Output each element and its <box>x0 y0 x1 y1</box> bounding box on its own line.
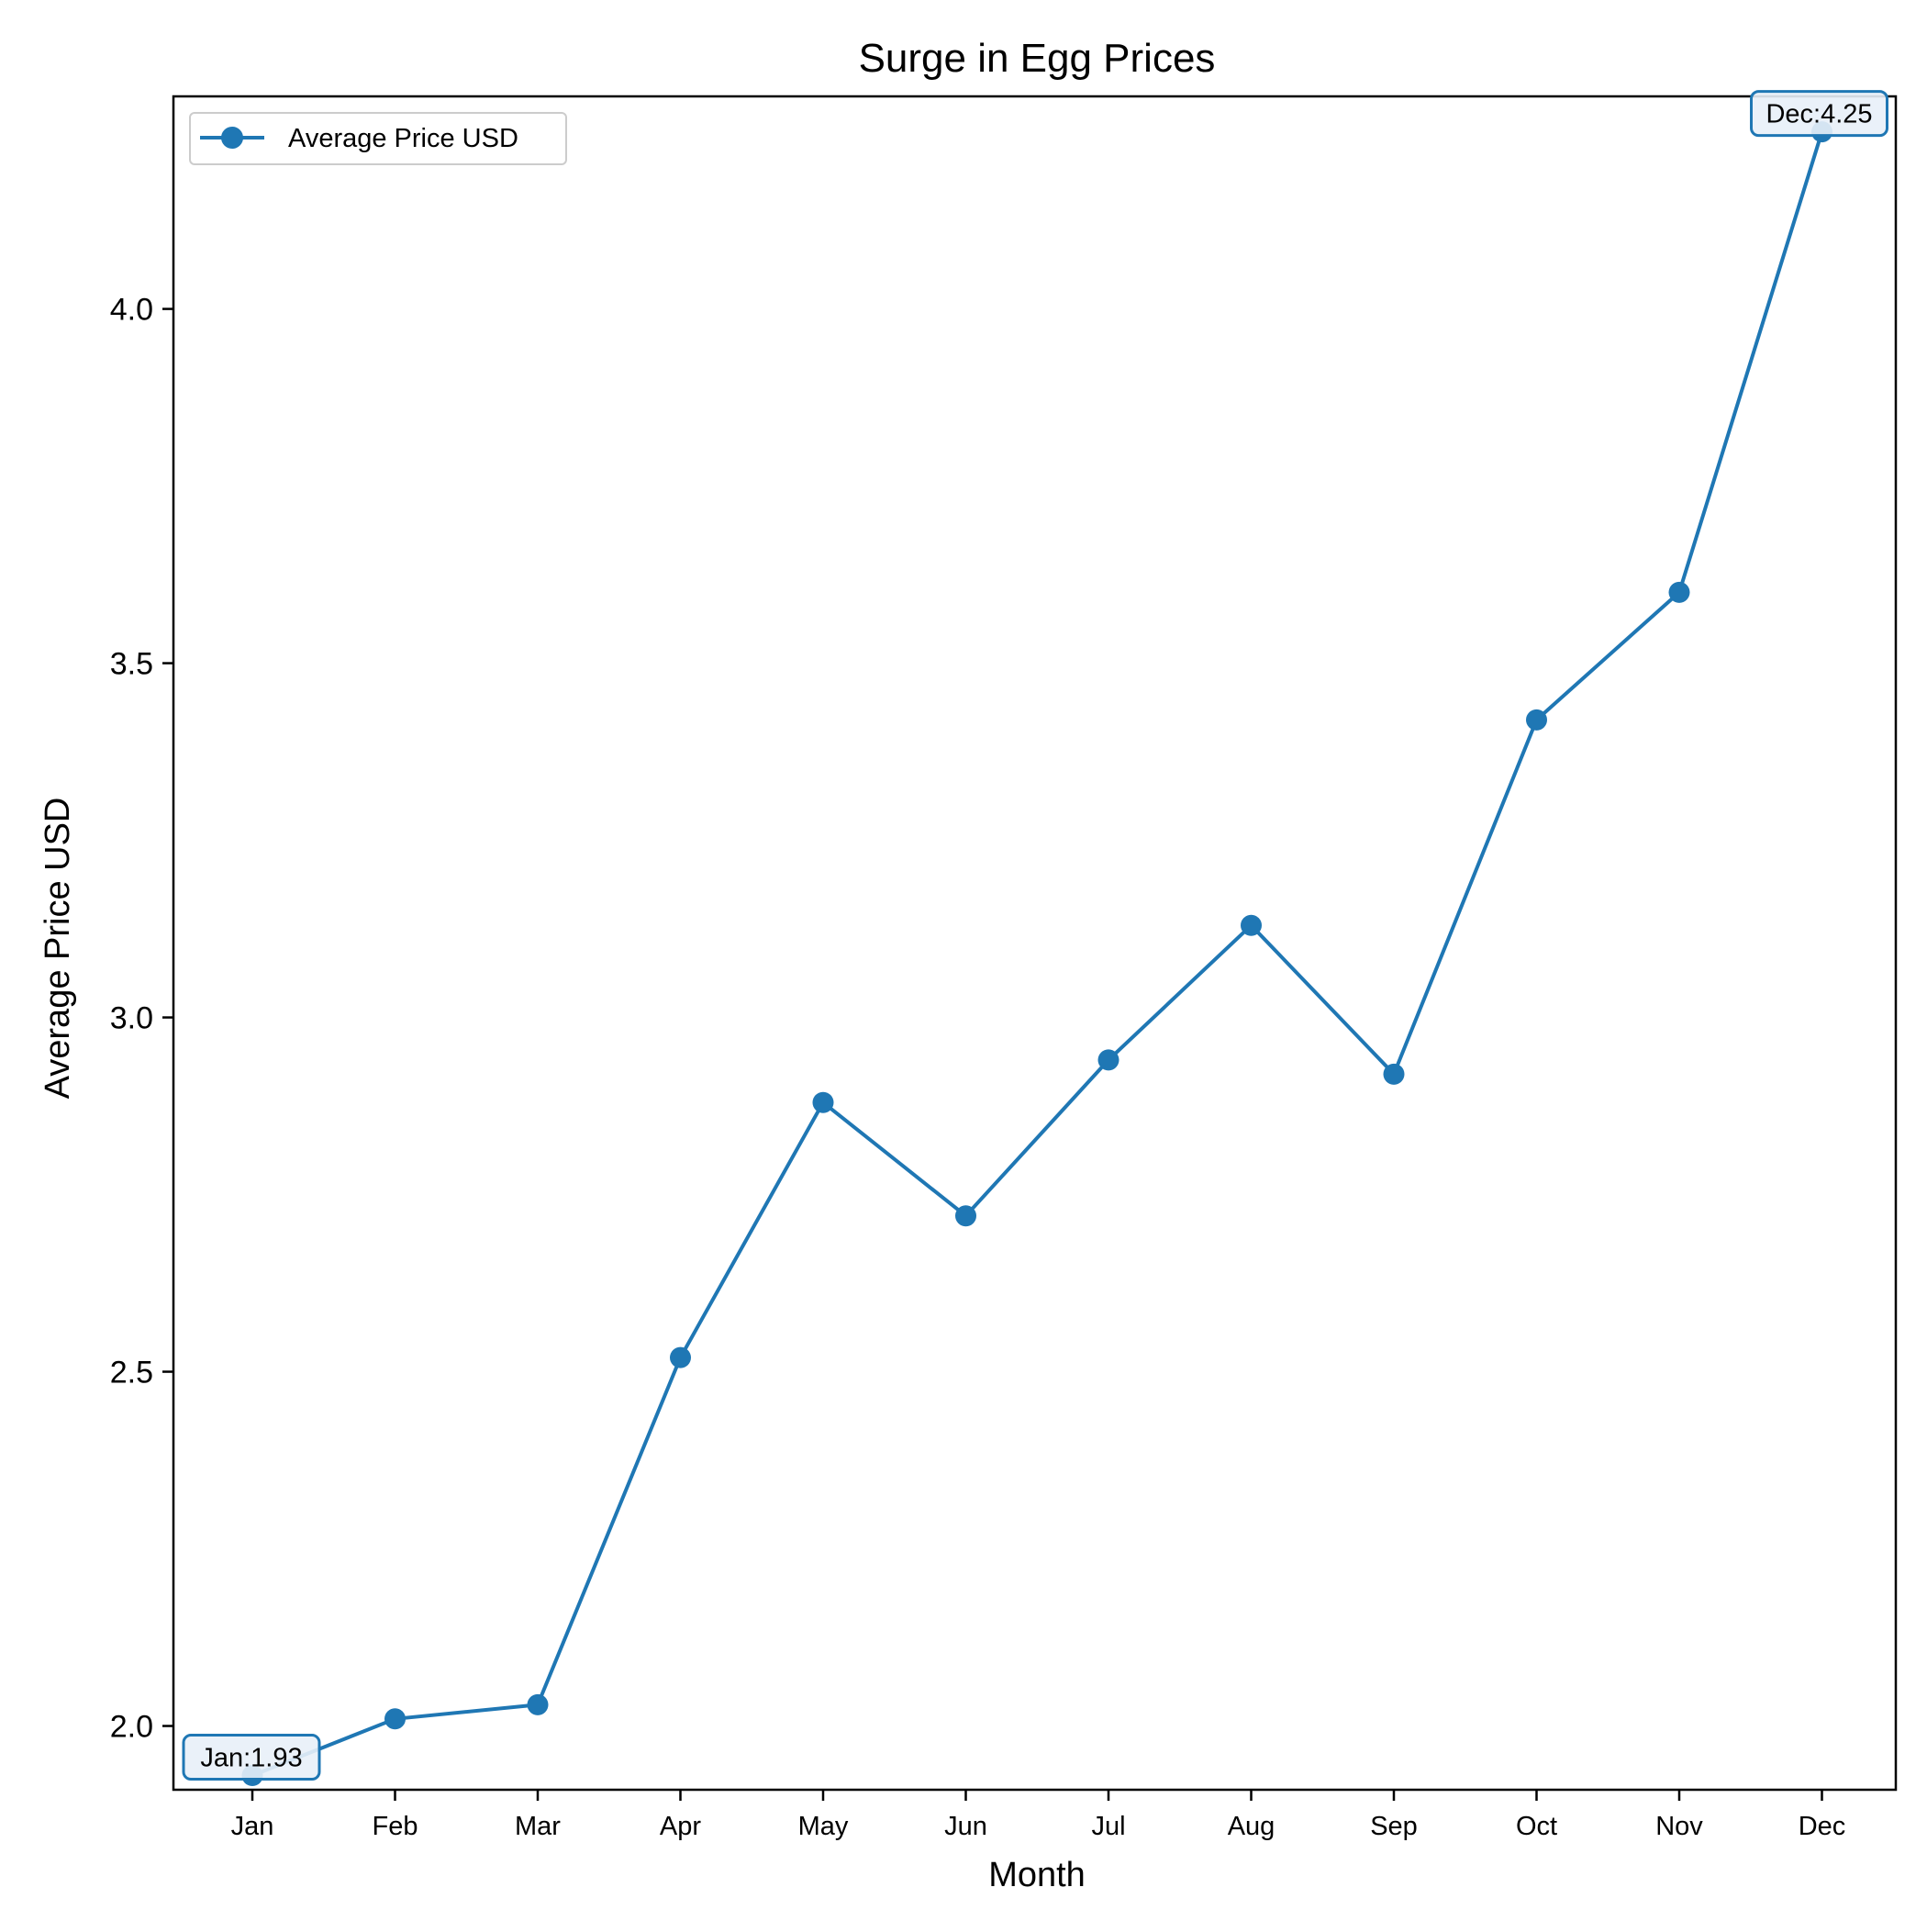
x-tick-label: Mar <box>515 1812 561 1841</box>
annotation-box <box>1750 90 1888 138</box>
x-tick-label: Feb <box>373 1812 418 1841</box>
y-axis-label: Average Price USD <box>39 798 77 1100</box>
y-axis: 2.0 2.5 3.0 3.5 4.0 <box>110 293 173 1745</box>
x-tick-label: Aug <box>1228 1812 1275 1841</box>
x-tick-label: Apr <box>660 1812 701 1841</box>
data-point-jul <box>1097 1049 1119 1071</box>
data-point-oct <box>1526 709 1547 731</box>
data-point-nov <box>1668 581 1690 603</box>
axes-frame <box>172 95 1898 1792</box>
data-point-feb <box>384 1708 406 1730</box>
y-tick-label: 4.0 <box>110 293 153 328</box>
annotation-label: Dec:4.25 <box>1765 100 1872 129</box>
x-tick-label: Oct <box>1516 1812 1557 1841</box>
data-point-apr <box>670 1346 691 1368</box>
data-point-aug <box>1241 914 1262 936</box>
x-tick-label: Sep <box>1370 1812 1418 1841</box>
x-axis: Jan Feb Mar Apr May Jun Jul Aug Sep Oct Nov Dec <box>231 1790 1846 1841</box>
chart-title: Surge in Egg Prices <box>859 36 1216 81</box>
y-tick-label: 2.0 <box>110 1710 153 1745</box>
annotation-label: Jan:1.93 <box>200 1744 302 1773</box>
series-line <box>251 131 1824 1778</box>
legend-box <box>189 112 567 165</box>
data-point-may <box>812 1091 834 1113</box>
x-axis-label: Month <box>988 1856 1086 1894</box>
y-tick-label: 3.5 <box>110 647 153 682</box>
data-point-jun <box>955 1205 976 1227</box>
x-tick-label: May <box>798 1812 849 1841</box>
data-point-sep <box>1383 1063 1405 1085</box>
annotation-box <box>182 1734 321 1781</box>
legend: Average Price USD <box>189 112 567 165</box>
x-tick-label: Nov <box>1655 1812 1703 1841</box>
x-tick-label: Jan <box>231 1812 274 1841</box>
y-tick-label: 3.0 <box>110 1001 153 1036</box>
legend-entry-label: Average Price USD <box>288 124 518 153</box>
legend-circle-marker <box>221 127 243 149</box>
x-tick-label: Jun <box>944 1812 987 1841</box>
x-tick-label: Dec <box>1799 1812 1846 1841</box>
x-tick-label: Jul <box>1091 1812 1125 1841</box>
y-tick-label: 2.5 <box>110 1356 153 1390</box>
series <box>241 121 1832 1787</box>
plot-area-border <box>172 95 1898 1792</box>
data-point-mar <box>527 1693 549 1715</box>
annotations: Jan:1.93 Dec:4.25 <box>182 90 1888 1781</box>
